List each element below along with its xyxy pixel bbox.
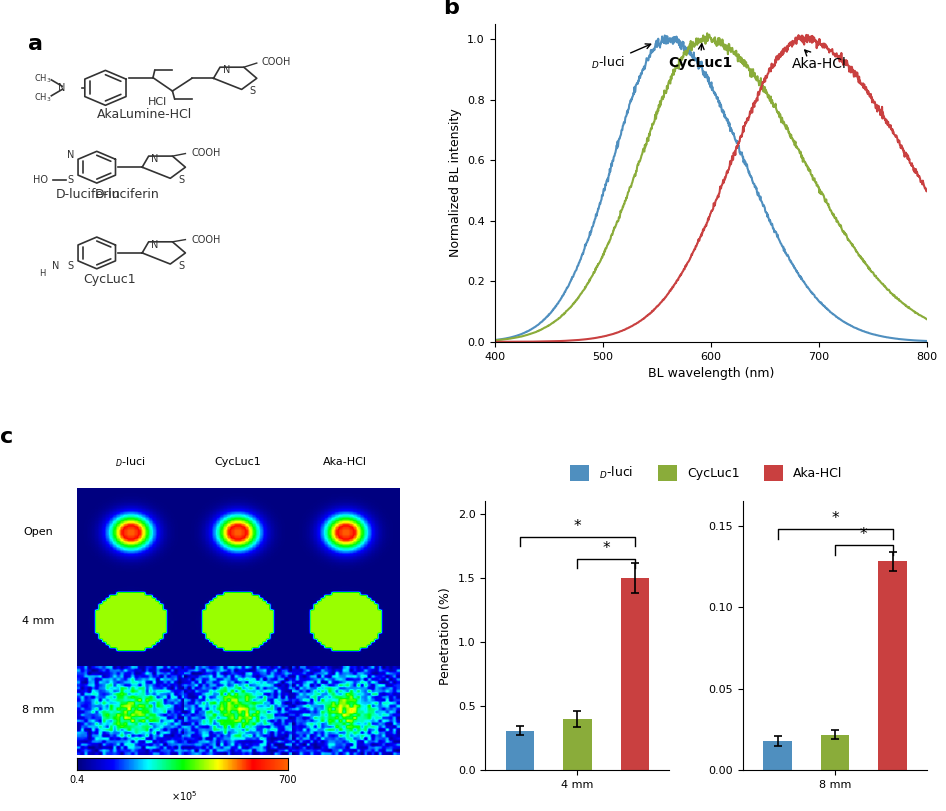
Text: HCl: HCl — [148, 97, 166, 107]
Text: 4 mm: 4 mm — [22, 616, 54, 626]
Bar — [505, 731, 534, 770]
Text: CycLuc1: CycLuc1 — [83, 273, 136, 286]
Text: N: N — [151, 154, 159, 165]
Text: N: N — [223, 66, 230, 75]
Y-axis label: Normalized BL intensity: Normalized BL intensity — [448, 109, 462, 257]
Text: COOH: COOH — [192, 148, 221, 158]
Text: AkaLumine-HCl: AkaLumine-HCl — [96, 109, 192, 122]
Text: N: N — [52, 260, 60, 271]
Text: S: S — [68, 175, 74, 185]
Text: ×10$^5$: ×10$^5$ — [171, 789, 198, 804]
Bar — [878, 561, 907, 770]
Text: b: b — [443, 0, 459, 18]
Text: $_D$-luci: $_D$-luci — [591, 44, 651, 71]
X-axis label: BL wavelength (nm): BL wavelength (nm) — [648, 367, 774, 380]
Text: c: c — [0, 427, 13, 447]
Text: *: * — [603, 541, 610, 556]
Text: Aka-HCl: Aka-HCl — [324, 457, 367, 467]
Text: COOH: COOH — [192, 234, 221, 245]
Legend: $_D$-luci, CycLuc1, Aka-HCl: $_D$-luci, CycLuc1, Aka-HCl — [565, 460, 848, 487]
Text: 0.4: 0.4 — [69, 775, 84, 785]
Text: $_D$-luci: $_D$-luci — [114, 456, 146, 470]
Text: N: N — [151, 240, 159, 250]
Text: a: a — [27, 34, 43, 54]
Bar — [621, 578, 649, 770]
Bar — [821, 735, 850, 770]
Text: 700: 700 — [278, 775, 297, 785]
Y-axis label: Penetration (%): Penetration (%) — [440, 587, 452, 684]
Text: *: * — [573, 520, 581, 534]
Text: S: S — [68, 260, 74, 271]
Text: CycLuc1: CycLuc1 — [668, 44, 732, 70]
Text: CH$_3$: CH$_3$ — [34, 72, 51, 84]
Text: CycLuc1: CycLuc1 — [215, 457, 261, 467]
Text: CH$_3$: CH$_3$ — [34, 91, 51, 104]
Text: N: N — [59, 83, 66, 92]
Text: 8 mm: 8 mm — [22, 705, 54, 715]
Text: S: S — [178, 260, 184, 271]
Text: HO: HO — [33, 175, 48, 185]
Bar — [763, 741, 792, 770]
Text: D-luciferin: D-luciferin — [95, 187, 160, 200]
Bar — [563, 719, 592, 770]
Text: N: N — [67, 149, 75, 160]
Text: Aka-HCl: Aka-HCl — [792, 50, 847, 71]
Text: H: H — [40, 269, 46, 278]
Text: *: * — [860, 527, 867, 542]
Text: Open: Open — [24, 527, 53, 538]
Text: COOH: COOH — [261, 58, 290, 67]
Text: D-luciferin: D-luciferin — [56, 187, 120, 200]
Text: S: S — [250, 86, 255, 96]
Text: *: * — [832, 511, 839, 526]
Text: S: S — [178, 175, 184, 185]
